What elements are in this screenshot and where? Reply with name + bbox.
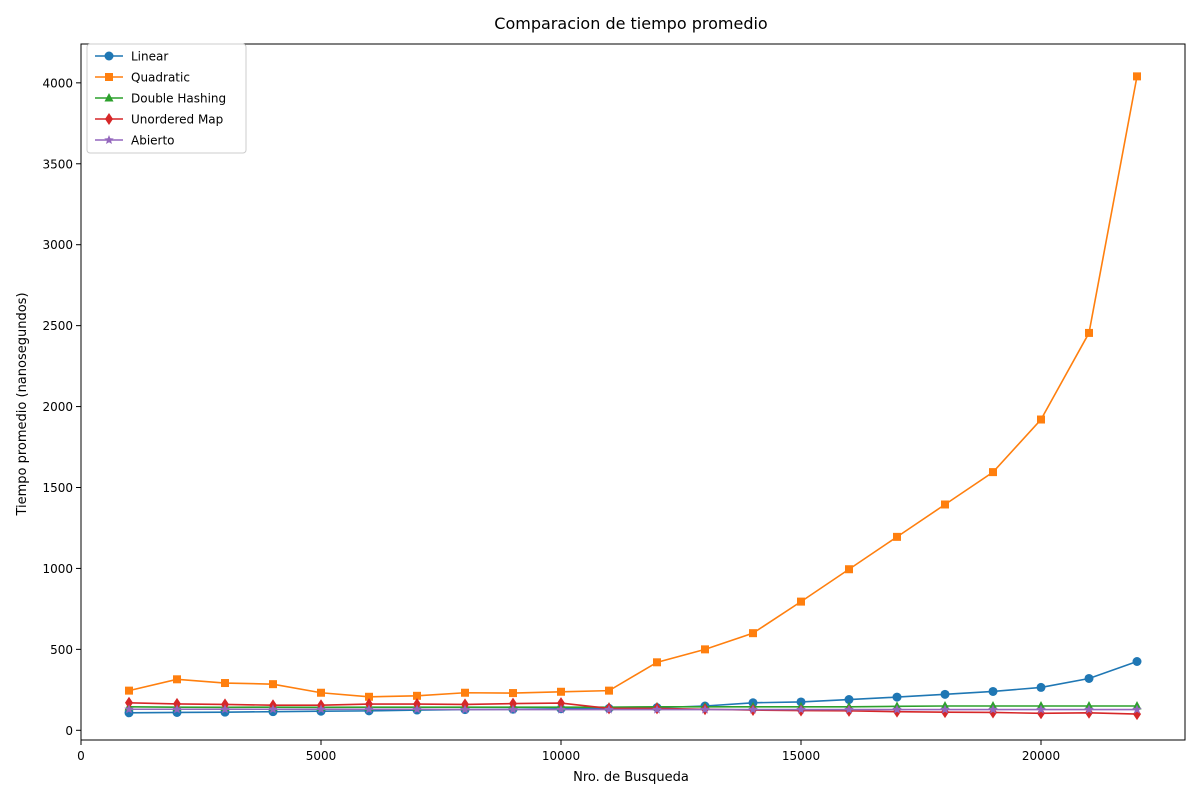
x-tick-label: 5000 bbox=[306, 749, 337, 763]
series-line-unordered-map bbox=[129, 703, 1137, 714]
data-point-linear bbox=[1037, 683, 1046, 692]
data-point-quadratic bbox=[461, 689, 469, 697]
data-point-quadratic bbox=[1085, 329, 1093, 337]
x-axis-label: Nro. de Busqueda bbox=[573, 770, 689, 785]
data-point-quadratic bbox=[989, 468, 997, 476]
data-point-linear bbox=[1133, 657, 1142, 666]
legend-label-linear: Linear bbox=[131, 50, 168, 64]
y-tick-label: 2000 bbox=[42, 400, 73, 414]
data-point-quadratic bbox=[557, 688, 565, 696]
data-point-linear bbox=[941, 690, 950, 699]
data-point-quadratic bbox=[749, 629, 757, 637]
data-point-quadratic bbox=[125, 687, 133, 695]
legend-label-quadratic: Quadratic bbox=[131, 71, 190, 85]
x-tick-label: 20000 bbox=[1022, 749, 1060, 763]
data-point-quadratic bbox=[701, 645, 709, 653]
series-unordered-map bbox=[125, 697, 1141, 720]
data-point-quadratic bbox=[317, 689, 325, 697]
data-point-quadratic bbox=[797, 598, 805, 606]
legend: Linear Quadratic Double Hashing Unordered M… bbox=[87, 44, 246, 153]
data-point-quadratic bbox=[1133, 72, 1141, 80]
series-quadratic bbox=[125, 72, 1141, 700]
data-point-quadratic bbox=[653, 658, 661, 666]
y-tick-label: 0 bbox=[65, 724, 73, 738]
chart-title: Comparacion de tiempo promedio bbox=[494, 14, 767, 33]
data-point-linear bbox=[893, 693, 902, 702]
y-tick-label: 3000 bbox=[42, 238, 73, 252]
series-line-quadratic bbox=[129, 76, 1137, 696]
series-line-double-hashing bbox=[129, 706, 1137, 707]
data-point-quadratic bbox=[509, 689, 517, 697]
data-point-quadratic bbox=[221, 679, 229, 687]
legend-label-unordered-map: Unordered Map bbox=[131, 113, 223, 127]
y-tick-label: 4000 bbox=[42, 76, 73, 90]
data-point-quadratic bbox=[605, 687, 613, 695]
data-point-linear bbox=[989, 687, 998, 696]
x-tick-label: 0 bbox=[77, 749, 85, 763]
y-tick-label: 2500 bbox=[42, 319, 73, 333]
legend-marker-quadratic bbox=[105, 73, 113, 81]
data-point-quadratic bbox=[941, 500, 949, 508]
data-point-linear bbox=[1085, 674, 1094, 683]
y-axis-label: Tiempo promedio (nanosegundos) bbox=[15, 292, 30, 516]
x-tick-label: 10000 bbox=[542, 749, 580, 763]
y-tick-label: 1500 bbox=[42, 481, 73, 495]
y-tick-label: 3500 bbox=[42, 157, 73, 171]
legend-marker-linear bbox=[105, 52, 114, 61]
legend-label-double-hashing: Double Hashing bbox=[131, 92, 226, 106]
y-tick-label: 1000 bbox=[42, 562, 73, 576]
data-point-quadratic bbox=[269, 680, 277, 688]
data-point-quadratic bbox=[845, 565, 853, 573]
plot-frame bbox=[81, 44, 1185, 740]
data-point-quadratic bbox=[893, 533, 901, 541]
legend-label-abierto: Abierto bbox=[131, 134, 175, 148]
y-tick-label: 500 bbox=[50, 643, 73, 657]
data-point-quadratic bbox=[1037, 416, 1045, 424]
x-tick-label: 15000 bbox=[782, 749, 820, 763]
data-point-quadratic bbox=[173, 675, 181, 683]
